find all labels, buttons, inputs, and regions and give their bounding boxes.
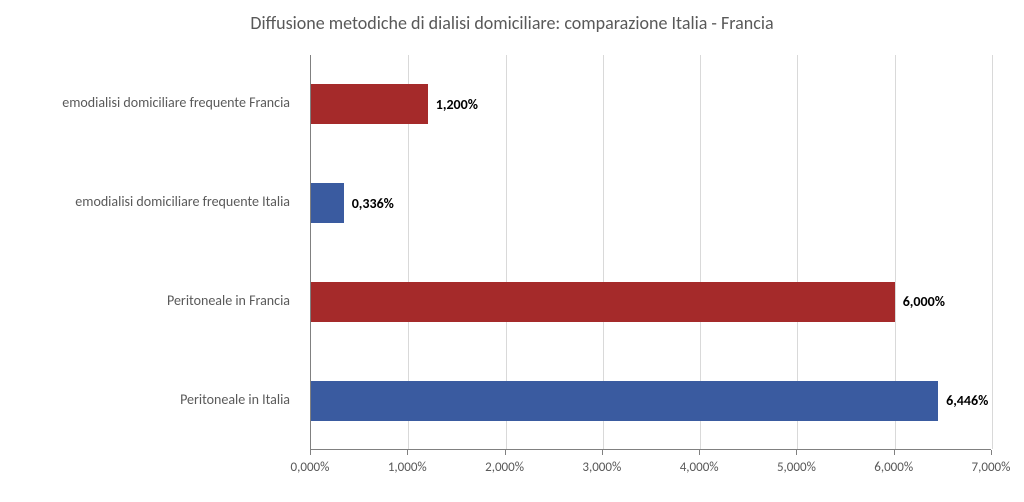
chart-title: Diffusione metodiche di dialisi domicili… bbox=[0, 0, 1024, 42]
bar bbox=[311, 183, 344, 223]
plot-area: 1,200% 0,336% 6,000% 6,446% bbox=[310, 55, 991, 450]
y-axis-label: emodialisi domiciliare frequente Francia bbox=[0, 95, 300, 112]
x-tick-mark bbox=[407, 450, 408, 455]
bar-value-label: 6,000% bbox=[903, 293, 945, 310]
x-tick-label: 0,000% bbox=[291, 460, 330, 475]
x-tick-label: 7,000% bbox=[972, 460, 1011, 475]
x-tick-label: 5,000% bbox=[777, 460, 816, 475]
bar-value-label: 0,336% bbox=[352, 195, 394, 212]
bar-row: 0,336% bbox=[311, 183, 991, 223]
bar-value-label: 1,200% bbox=[436, 96, 478, 113]
bar-row: 6,000% bbox=[311, 282, 991, 322]
bar bbox=[311, 84, 428, 124]
x-tick-mark bbox=[796, 450, 797, 455]
bar bbox=[311, 381, 938, 421]
x-tick-mark bbox=[505, 450, 506, 455]
x-tick-label: 3,000% bbox=[582, 460, 621, 475]
x-tick-label: 2,000% bbox=[485, 460, 524, 475]
x-tick-mark bbox=[894, 450, 895, 455]
bar bbox=[311, 282, 895, 322]
bar-row: 1,200% bbox=[311, 84, 991, 124]
bar-value-label: 6,446% bbox=[946, 392, 988, 409]
x-tick-mark bbox=[991, 450, 992, 455]
x-tick-mark bbox=[310, 450, 311, 455]
y-axis-label: Peritoneale in Francia bbox=[0, 293, 300, 310]
chart-container: Diffusione metodiche di dialisi domicili… bbox=[0, 0, 1024, 502]
x-tick-label: 4,000% bbox=[680, 460, 719, 475]
y-axis-label: emodialisi domiciliare frequente Italia bbox=[0, 194, 300, 211]
x-tick-label: 1,000% bbox=[388, 460, 427, 475]
x-tick-mark bbox=[602, 450, 603, 455]
bar-row: 6,446% bbox=[311, 381, 991, 421]
y-axis-label: Peritoneale in Italia bbox=[0, 392, 300, 409]
gridline bbox=[992, 55, 993, 449]
x-tick-mark bbox=[699, 450, 700, 455]
x-tick-label: 6,000% bbox=[874, 460, 913, 475]
